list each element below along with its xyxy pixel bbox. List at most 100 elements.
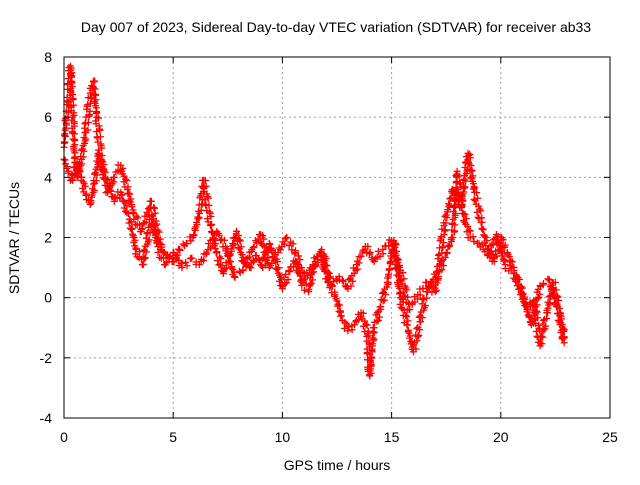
data-point [67, 71, 75, 79]
data-point [274, 269, 282, 277]
data-point [67, 89, 75, 97]
data-point [384, 272, 392, 280]
data-point [536, 290, 544, 298]
data-point [61, 126, 69, 134]
data-point [365, 250, 373, 258]
data-point [478, 225, 486, 233]
data-point [411, 339, 419, 347]
data-point [466, 154, 474, 162]
data-point [295, 262, 303, 270]
data-point [90, 90, 98, 98]
data-point [322, 254, 330, 262]
data-point [123, 176, 131, 184]
data-point [308, 265, 316, 273]
data-point [78, 145, 86, 153]
data-point [100, 161, 108, 169]
y-tick-label: 2 [44, 230, 52, 246]
data-point [295, 270, 303, 278]
data-point [432, 281, 440, 289]
data-point [203, 249, 211, 257]
data-point [231, 233, 239, 241]
data-point [82, 196, 90, 204]
data-point [483, 237, 491, 245]
data-point [188, 254, 196, 262]
data-point [373, 309, 381, 317]
data-point [207, 221, 215, 229]
data-point [399, 288, 407, 296]
data-point [137, 225, 145, 233]
x-tick-label: 25 [602, 429, 618, 445]
data-point [560, 339, 568, 347]
data-point [554, 316, 562, 324]
data-point [557, 310, 565, 318]
data-point [403, 312, 411, 320]
data-point [395, 270, 403, 278]
data-point [140, 255, 148, 263]
data-point [556, 321, 564, 329]
data-point [120, 198, 128, 206]
data-point [96, 126, 104, 134]
y-tick-label: -4 [40, 410, 53, 426]
data-point [366, 367, 374, 375]
data-point [144, 229, 152, 237]
data-point [263, 248, 271, 256]
data-point [434, 275, 442, 283]
data-point [482, 233, 490, 241]
data-point [443, 208, 451, 216]
data-point [385, 242, 393, 250]
data-point [463, 228, 471, 236]
data-point [549, 287, 557, 295]
data-point [466, 227, 474, 235]
data-point [119, 170, 127, 178]
data-point [88, 193, 96, 201]
data-point [448, 186, 456, 194]
data-point [256, 256, 264, 264]
data-point [150, 204, 158, 212]
data-point [473, 189, 481, 197]
data-point [391, 249, 399, 257]
data-point [465, 160, 473, 168]
data-point [505, 267, 513, 275]
data-point [94, 150, 102, 158]
data-point [464, 149, 472, 157]
data-point [314, 256, 322, 264]
data-point [283, 234, 291, 242]
data-point [220, 236, 228, 244]
data-point [128, 230, 136, 238]
data-point [532, 308, 540, 316]
data-point [141, 242, 149, 250]
data-point [134, 214, 142, 222]
x-axis-tick-labels: 0 5 10 15 20 25 [60, 429, 618, 445]
data-point [442, 219, 450, 227]
data-point [499, 250, 507, 258]
data-point [227, 258, 235, 266]
data-point [442, 211, 450, 219]
data-point [82, 191, 90, 199]
data-point [487, 248, 495, 256]
data-point [406, 332, 414, 340]
data-point [68, 175, 76, 183]
data-point [259, 241, 267, 249]
data-point [141, 246, 149, 254]
data-point [67, 107, 75, 115]
data-point [291, 250, 299, 258]
data-point [195, 207, 203, 215]
data-point [460, 184, 468, 192]
data-point [118, 191, 126, 199]
data-point [87, 197, 95, 205]
data-point [510, 274, 518, 282]
data-point [237, 249, 245, 257]
data-point [100, 167, 108, 175]
data-point [95, 155, 103, 163]
data-point [170, 249, 178, 257]
data-point [123, 202, 131, 210]
data-point [229, 240, 237, 248]
data-point [106, 179, 114, 187]
data-point [202, 250, 210, 258]
data-point [448, 234, 456, 242]
data-point [222, 259, 230, 267]
data-point [486, 242, 494, 250]
data-point [322, 267, 330, 275]
data-point [543, 306, 551, 314]
data-point [348, 272, 356, 280]
